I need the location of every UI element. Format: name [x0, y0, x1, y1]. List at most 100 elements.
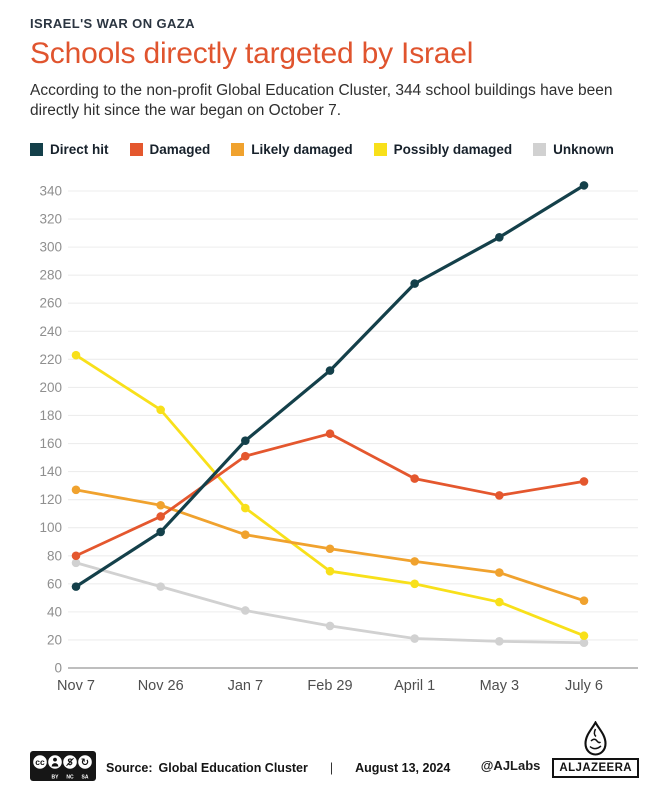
y-axis-label: 260	[39, 296, 62, 311]
y-axis-label: 40	[47, 605, 62, 620]
x-axis-label: April 1	[394, 678, 435, 694]
x-axis-label: Feb 29	[307, 678, 352, 694]
data-point	[325, 544, 335, 554]
ajlabs-handle: @AJLabs	[480, 758, 541, 773]
data-point	[495, 637, 504, 647]
legend-swatch-icon	[231, 143, 245, 157]
data-point	[241, 436, 250, 446]
credit-block: @AJLabs ALJAZEERA	[481, 721, 639, 786]
page-title: Schools directly targeted by Israel	[30, 37, 474, 70]
y-axis-label: 320	[39, 212, 62, 227]
y-axis-label: 20	[47, 633, 62, 648]
y-axis-label: 200	[39, 380, 62, 395]
legend-swatch-icon	[373, 143, 387, 157]
separator: |	[329, 761, 334, 775]
y-axis-label: 160	[39, 436, 62, 451]
data-point	[495, 233, 504, 243]
data-point	[156, 405, 165, 415]
data-point	[410, 279, 419, 289]
aljazeera-logo: ALJAZEERA	[552, 721, 639, 778]
footer: cc $ ↻ BY NC SA Source: Global Education …	[0, 721, 649, 786]
data-point	[579, 596, 589, 606]
data-point	[325, 622, 335, 631]
data-point	[410, 579, 419, 589]
y-axis-label: 340	[39, 184, 62, 199]
data-point	[579, 477, 589, 487]
y-axis-label: 280	[39, 268, 62, 283]
x-axis-label: May 3	[480, 678, 520, 694]
source-line: Source: Global Education Cluster | August 1…	[106, 761, 450, 775]
data-point	[71, 551, 81, 561]
y-axis-label: 100	[39, 521, 62, 536]
data-point	[241, 452, 250, 461]
data-point	[410, 474, 419, 484]
legend-label: Unknown	[553, 142, 614, 158]
line-chart-canvas: 0 20 40 60 80 100 120 140 160 180 200 220 240 260 280 3…	[39, 181, 638, 694]
aljazeera-wordmark: ALJAZEERA	[552, 758, 639, 778]
data-point	[579, 631, 589, 641]
data-point	[156, 582, 165, 592]
cc-icon: cc	[35, 757, 45, 767]
svg-text:SA: SA	[82, 775, 89, 781]
data-point	[579, 181, 589, 191]
data-point	[156, 528, 165, 537]
subtitle: According to the non-profit Global Educa…	[30, 81, 613, 119]
data-point	[410, 634, 419, 644]
svg-text:BY: BY	[52, 775, 60, 781]
aljazeera-flame-icon	[584, 721, 607, 756]
data-point	[241, 606, 250, 616]
x-axis-label: July 6	[565, 678, 603, 694]
x-axis-label: Nov 7	[57, 678, 95, 694]
legend-item-unknown: Unknown	[533, 142, 614, 157]
source-label: Source:	[106, 761, 153, 775]
data-point	[325, 366, 335, 376]
data-point	[241, 530, 250, 540]
y-axis-label: 80	[47, 549, 62, 564]
data-point	[156, 512, 165, 522]
x-axis-label: Nov 26	[138, 678, 184, 694]
legend-label: Possibly damaged	[393, 142, 513, 158]
legend-label: Damaged	[149, 142, 211, 158]
data-point	[579, 638, 589, 648]
data-point	[71, 351, 81, 360]
data-point	[71, 582, 81, 592]
legend-item-damaged: Damaged	[129, 142, 211, 158]
legend-swatch-icon	[30, 143, 43, 157]
y-axis-label: 300	[39, 240, 62, 255]
legend-swatch-icon	[533, 143, 547, 157]
y-axis-label: 140	[39, 464, 62, 479]
chart-legend: Direct hit Damaged Likely damaged Possibly …	[30, 142, 640, 157]
svg-text:NC: NC	[66, 775, 74, 781]
data-point	[71, 558, 81, 568]
y-axis-label: 60	[47, 577, 62, 592]
data-point	[241, 504, 250, 513]
line-chart: 0 20 40 60 80 100 120 140 160 180 200 220 240 260 280 3…	[0, 157, 649, 704]
cc-license-badge: cc $ ↻ BY NC SA	[30, 751, 96, 781]
data-point	[156, 501, 165, 510]
y-axis-label: 0	[54, 661, 62, 676]
eyebrow-kicker: ISRAEL'S WAR ON GAZA	[30, 16, 195, 31]
legend-label: Likely damaged	[251, 142, 353, 158]
y-axis-label: 240	[39, 324, 62, 339]
y-axis-label: 220	[39, 352, 62, 367]
data-point	[71, 485, 81, 495]
data-point	[410, 557, 419, 567]
y-axis-label: 180	[39, 408, 62, 423]
data-point	[495, 491, 504, 501]
data-point	[495, 568, 504, 578]
date-label: August 13, 2024	[355, 761, 451, 775]
x-axis-label: Jan 7	[228, 678, 263, 694]
data-point	[495, 598, 504, 607]
source-value: Global Education Cluster	[158, 761, 308, 775]
legend-label: Direct hit	[50, 142, 109, 158]
data-point	[325, 429, 335, 439]
series-line-direct-hit	[74, 184, 586, 589]
legend-swatch-icon	[129, 143, 143, 157]
legend-item-likely-damaged: Likely damaged	[231, 142, 353, 158]
data-point	[325, 567, 335, 576]
legend-item-possibly-damaged: Possibly damaged	[373, 142, 513, 158]
cc-by-icon	[53, 757, 57, 762]
y-axis-label: 120	[39, 493, 62, 508]
legend-item-direct-hit: Direct hit	[30, 142, 109, 157]
